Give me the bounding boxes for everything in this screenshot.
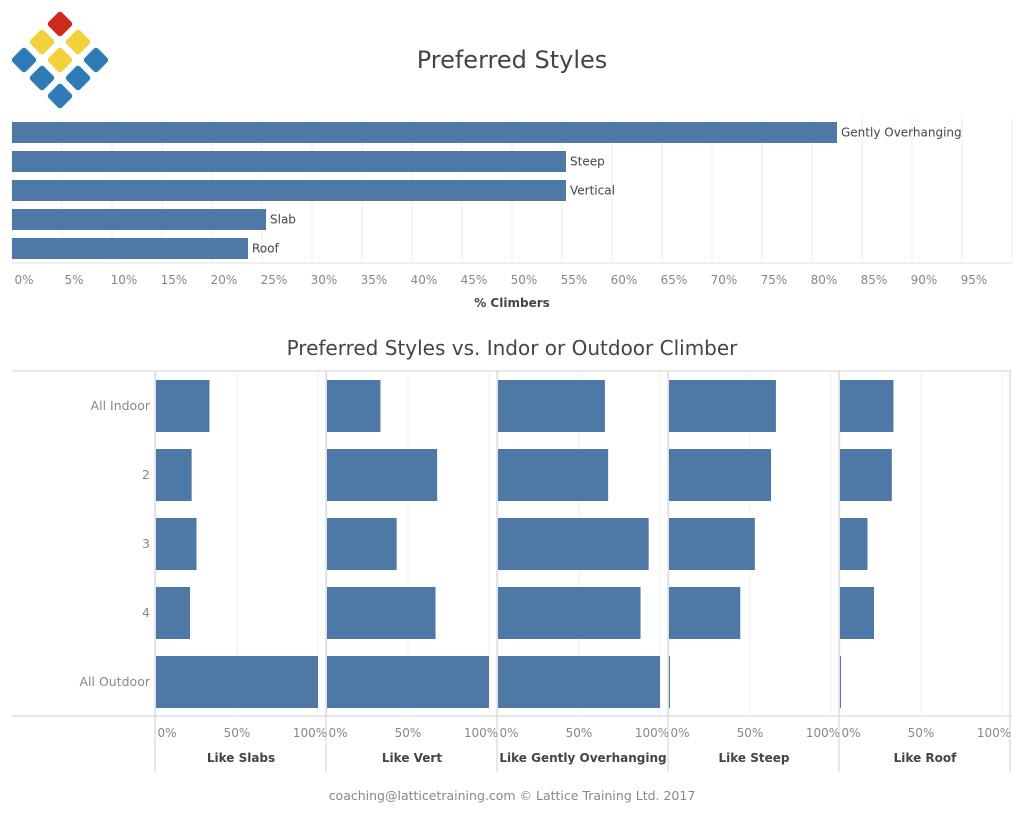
x-tick-label: 40% [411, 273, 438, 287]
row-label-4: 4 [142, 605, 150, 620]
x-tick-label: 45% [461, 273, 488, 287]
styles-vs-climber-chart: All Indoor 2 3 4 All Outdoor 0% 50% 100% Like Sl… [12, 370, 1012, 772]
panel-title-like-steep: Like Steep [719, 751, 790, 765]
x-tick-label: 60% [611, 273, 638, 287]
row-label-3: 3 [142, 536, 150, 551]
bar-like-steep-all-outdoor [669, 656, 670, 708]
bar-like-vert-all-indoor [327, 380, 381, 432]
bar-like-steep-all-indoor [669, 380, 776, 432]
x-tick-label: 100% [806, 726, 840, 740]
logo-diamond-7 [65, 65, 91, 91]
x-tick-label: 30% [311, 273, 338, 287]
bar-label-roof: Roof [252, 242, 279, 256]
x-tick-label: 10% [111, 273, 138, 287]
x-tick-label: 65% [661, 273, 688, 287]
x-tick-label: 80% [811, 273, 838, 287]
panel-title-like-slabs: Like Slabs [207, 751, 275, 765]
x-tick-label: 0% [499, 726, 518, 740]
logo-diamond-0 [47, 11, 73, 37]
bar-label-vertical: Vertical [570, 184, 615, 198]
bar-steep [12, 151, 566, 172]
x-tick-label: 85% [861, 273, 888, 287]
bar-like-gently-overhanging-all-indoor [498, 380, 605, 432]
bar-like-roof-all-outdoor [840, 656, 841, 708]
x-tick-label: 50% [737, 726, 764, 740]
x-tick-label: 70% [711, 273, 738, 287]
bar-like-slabs-all-outdoor [156, 656, 318, 708]
logo-diamond-4 [47, 47, 73, 73]
bar-like-slabs-3 [156, 518, 197, 570]
bar-like-slabs-2 [156, 449, 192, 501]
panel-title-like-vert: Like Vert [382, 751, 442, 765]
x-tick-label: 100% [635, 726, 669, 740]
panel-title-like-gently-overhanging: Like Gently Overhanging [499, 751, 666, 765]
x-tick-label: 50% [511, 273, 538, 287]
bar-like-vert-4 [327, 587, 436, 639]
bar-label-slab: Slab [270, 213, 296, 227]
x-tick-label: 0% [157, 726, 176, 740]
preferred-styles-chart: Gently Overhanging Steep Vertical Slab Roof 0… [11, 118, 1013, 310]
logo-diamond-3 [11, 47, 37, 73]
x-tick-label: 5% [64, 273, 83, 287]
logo-diamond-6 [29, 65, 55, 91]
bar-gently-overhanging [12, 122, 837, 143]
row-label-all-indoor: All Indoor [91, 398, 151, 413]
logo-diamond-5 [83, 47, 109, 73]
footer-copyright: coaching@latticetraining.com © Lattice T… [328, 788, 696, 803]
bar-like-roof-all-indoor [840, 380, 894, 432]
x-tick-label: 50% [566, 726, 593, 740]
bar-like-roof-2 [840, 449, 892, 501]
x-tick-label: 35% [361, 273, 388, 287]
logo-diamond-8 [47, 83, 73, 109]
bar-slab [12, 209, 266, 230]
bar-like-vert-3 [327, 518, 397, 570]
bar-like-steep-4 [669, 587, 741, 639]
x-tick-label: 100% [977, 726, 1011, 740]
bar-label-gently-overhanging: Gently Overhanging [841, 126, 962, 140]
x-tick-label: 90% [911, 273, 938, 287]
x-tick-label: 0% [841, 726, 860, 740]
panel-title-like-roof: Like Roof [894, 751, 957, 765]
bar-vertical [12, 180, 566, 201]
x-tick-label: 100% [293, 726, 327, 740]
bar-like-gently-overhanging-4 [498, 587, 641, 639]
chart-title-preferred-styles: Preferred Styles [416, 46, 608, 74]
bar-like-steep-2 [669, 449, 772, 501]
bar-like-roof-4 [840, 587, 875, 639]
bar-roof [12, 238, 248, 259]
x-tick-label: 15% [161, 273, 188, 287]
bar-like-gently-overhanging-2 [498, 449, 609, 501]
bar-like-steep-3 [669, 518, 755, 570]
x-tick-label: 0% [670, 726, 689, 740]
bar-like-gently-overhanging-3 [498, 518, 649, 570]
row-label-all-outdoor: All Outdoor [79, 674, 150, 689]
bar-like-slabs-all-indoor [156, 380, 210, 432]
x-tick-label: 95% [961, 273, 988, 287]
x-tick-label: 25% [261, 273, 288, 287]
x-tick-label: 55% [561, 273, 588, 287]
logo-diamond-2 [65, 29, 91, 55]
x-tick-label: 20% [211, 273, 238, 287]
x-tick-label: 50% [395, 726, 422, 740]
chart-title-styles-vs-climber: Preferred Styles vs. Indor or Outdoor Cl… [286, 336, 738, 360]
x-tick-label: 50% [224, 726, 251, 740]
bar-like-vert-all-outdoor [327, 656, 489, 708]
bar-like-vert-2 [327, 449, 438, 501]
x-tick-label: 100% [464, 726, 498, 740]
x-tick-label: 0% [14, 273, 33, 287]
logo-diamond-1 [29, 29, 55, 55]
row-label-2: 2 [142, 467, 150, 482]
bar-label-steep: Steep [570, 155, 605, 169]
lattice-logo [11, 11, 109, 109]
x-tick-label: 50% [908, 726, 935, 740]
bar-like-roof-3 [840, 518, 868, 570]
bar-like-gently-overhanging-all-outdoor [498, 656, 660, 708]
x-tick-label: 75% [761, 273, 788, 287]
x-tick-label: 0% [328, 726, 347, 740]
bar-like-slabs-4 [156, 587, 191, 639]
x-axis-title: % Climbers [474, 296, 550, 310]
